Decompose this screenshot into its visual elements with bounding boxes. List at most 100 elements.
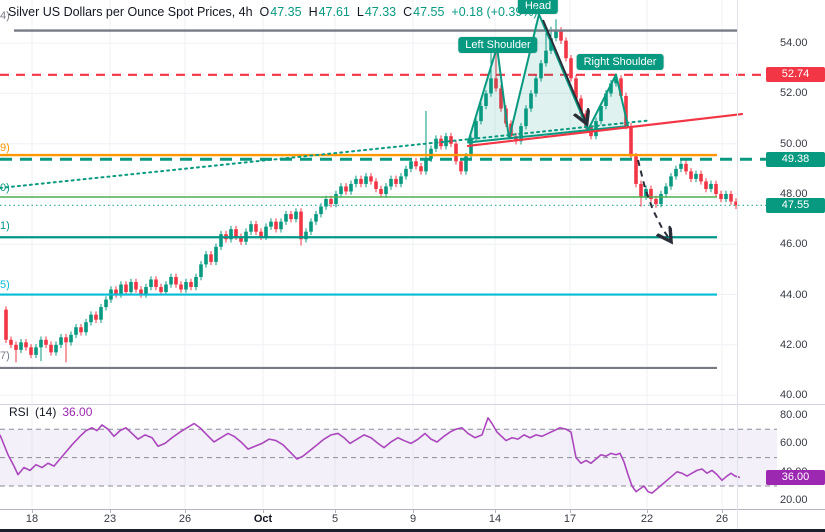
- candlestick: [419, 166, 423, 172]
- price-axis-border[interactable]: [737, 0, 738, 529]
- candlestick: [399, 176, 403, 184]
- candlestick: [719, 193, 723, 200]
- time-axis-tick: [263, 509, 264, 513]
- candlestick: [309, 221, 313, 232]
- time-axis-label[interactable]: 17: [563, 513, 577, 525]
- candlestick: [684, 163, 688, 172]
- candlestick: [184, 281, 188, 290]
- candlestick: [559, 30, 563, 41]
- candlestick: [279, 221, 283, 230]
- candlestick: [524, 108, 528, 127]
- rsi-value: 36.00: [62, 405, 93, 419]
- candlestick: [164, 284, 168, 293]
- symbol-legend[interactable]: Silver US Dollars per Ounce Spot Prices,…: [8, 5, 538, 19]
- candlestick: [514, 136, 518, 142]
- candlestick: [709, 183, 713, 189]
- time-axis-tick: [722, 509, 723, 513]
- candlestick: [329, 199, 333, 205]
- breakdown-arrow[interactable]: [542, 19, 586, 122]
- candlestick: [159, 286, 163, 293]
- level-left-label: 1): [0, 220, 10, 232]
- pattern-label[interactable]: Left Shoulder: [458, 37, 538, 53]
- candlestick: [489, 78, 493, 94]
- candlestick: [154, 279, 158, 287]
- rsi-params: (14): [35, 405, 57, 419]
- time-axis-label[interactable]: 18: [25, 513, 39, 525]
- candlestick: [424, 158, 428, 172]
- rsi-legend[interactable]: RSI (14) 36.00: [9, 405, 92, 419]
- price-axis-label: 40.00: [780, 389, 808, 402]
- high-value: 47.61: [318, 5, 350, 19]
- ohlc-high: H 47.61: [309, 5, 350, 19]
- candlestick: [389, 178, 393, 187]
- candlestick: [459, 161, 463, 172]
- candlestick: [679, 163, 683, 169]
- candlestick: [579, 98, 583, 114]
- symbol-title[interactable]: Silver US Dollars per Ounce Spot Prices,…: [8, 5, 253, 19]
- time-axis-label[interactable]: 9: [409, 513, 417, 525]
- candlestick: [189, 281, 193, 287]
- time-axis-tick: [495, 509, 496, 513]
- time-axis-label[interactable]: 22: [640, 513, 654, 525]
- candlestick: [209, 254, 213, 262]
- pattern-label[interactable]: Right Shoulder: [576, 54, 664, 70]
- candlestick: [469, 138, 473, 157]
- candlestick: [714, 183, 718, 194]
- candlestick: [74, 327, 78, 335]
- candlestick: [534, 78, 538, 94]
- candlestick: [219, 234, 223, 247]
- candlestick: [259, 231, 263, 237]
- candlestick: [629, 126, 633, 157]
- time-axis-label[interactable]: 26: [178, 513, 192, 525]
- open-label: O: [259, 5, 270, 19]
- candlestick: [249, 224, 253, 232]
- candlestick: [614, 78, 618, 84]
- time-axis-label[interactable]: 14: [488, 513, 502, 525]
- pane-separator[interactable]: [0, 404, 825, 405]
- candlestick: [234, 229, 238, 237]
- candlestick: [54, 344, 58, 353]
- level-left-label: 4): [0, 10, 10, 22]
- time-axis-label[interactable]: Oct: [253, 513, 273, 525]
- candlestick: [569, 58, 573, 79]
- candlestick: [449, 136, 453, 144]
- candlestick: [264, 226, 268, 237]
- ohlc-low: L 47.33: [357, 5, 396, 19]
- candlestick: [334, 193, 338, 205]
- price-badge: 49.38: [766, 151, 825, 167]
- candlestick: [129, 281, 133, 293]
- candlestick: [409, 161, 413, 169]
- pattern-label[interactable]: Head: [517, 0, 559, 14]
- candlestick: [484, 93, 488, 106]
- candlestick: [319, 206, 323, 215]
- time-axis-label[interactable]: 26: [715, 513, 729, 525]
- price-badge: 36.00: [766, 469, 825, 485]
- candlestick: [539, 63, 543, 79]
- time-axis-tick: [570, 509, 571, 513]
- price-badge: 47.55: [766, 197, 825, 213]
- low-value: 47.33: [364, 5, 397, 19]
- head-and-shoulders-pattern[interactable]: [467, 13, 629, 144]
- candlestick: [139, 289, 143, 295]
- candlestick: [654, 199, 658, 205]
- candlestick: [359, 178, 363, 184]
- candlestick: [149, 279, 153, 287]
- candlestick: [364, 176, 368, 184]
- candlestick: [379, 188, 383, 194]
- candlestick: [49, 344, 53, 353]
- projection-arrow[interactable]: [637, 159, 670, 240]
- candlestick: [479, 105, 483, 122]
- candlestick: [179, 284, 183, 290]
- time-axis-label[interactable]: 23: [103, 513, 117, 525]
- trendline[interactable]: [0, 119, 649, 189]
- candlestick: [174, 276, 178, 285]
- time-axis-tick: [110, 509, 111, 513]
- time-axis-tick: [185, 509, 186, 513]
- candlestick: [624, 95, 628, 127]
- candlestick: [354, 178, 358, 184]
- ohlc-open: O 47.35: [260, 5, 302, 19]
- candlestick: [89, 314, 93, 323]
- trendline[interactable]: [466, 112, 744, 148]
- time-axis-label[interactable]: 5: [331, 513, 339, 525]
